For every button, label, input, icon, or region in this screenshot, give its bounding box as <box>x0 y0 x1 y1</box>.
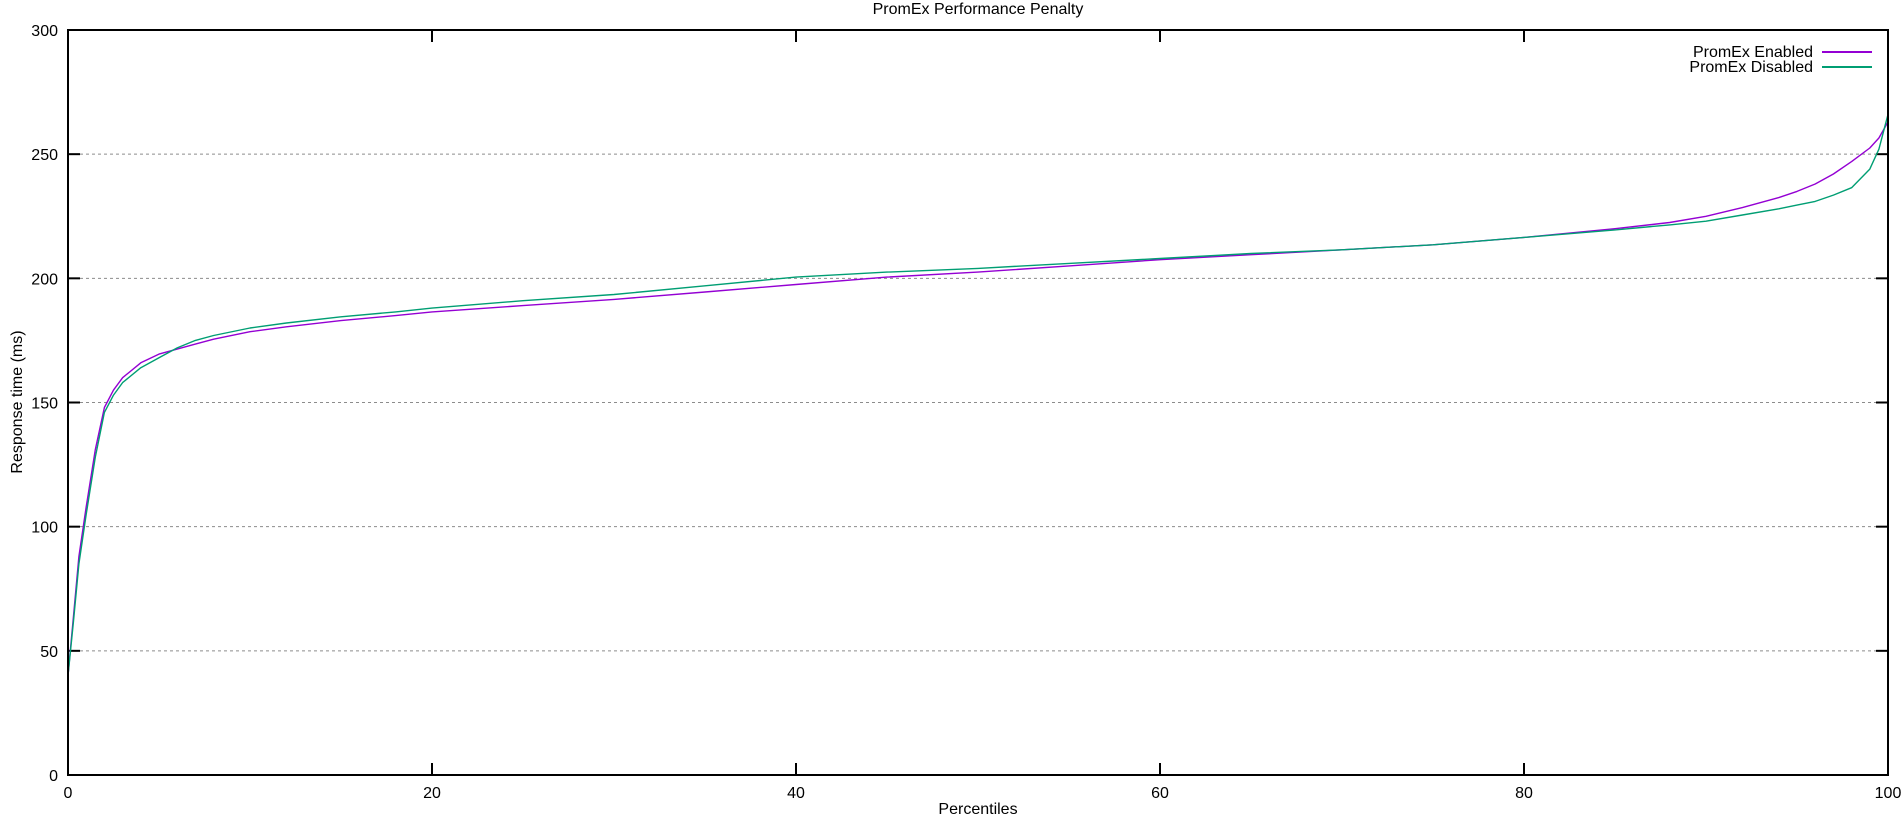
x-tick-label: 80 <box>1515 785 1533 802</box>
y-tick-label: 250 <box>31 147 58 164</box>
legend: PromEx Enabled PromEx Disabled <box>1689 44 1872 76</box>
x-tick-label: 0 <box>64 785 73 802</box>
y-axis-label: Response time (ms) <box>9 330 26 473</box>
y-tick-label: 150 <box>31 396 58 413</box>
legend-label-promex-disabled: PromEx Disabled <box>1689 59 1813 76</box>
y-tick-label: 0 <box>49 768 58 785</box>
y-tick-label: 300 <box>31 23 58 40</box>
x-tick-label: 60 <box>1151 785 1169 802</box>
x-axis-label: Percentiles <box>938 801 1017 818</box>
series-line-promex-disabled <box>67 113 1889 677</box>
legend-label-promex-enabled: PromEx Enabled <box>1693 44 1813 61</box>
series-line-promex-enabled <box>67 121 1889 677</box>
chart-title: PromEx Performance Penalty <box>873 1 1084 18</box>
tick-labels: 0 20 40 60 80 100 0 50 100 150 200 250 300 <box>31 23 1901 802</box>
y-tick-label: 50 <box>40 644 58 661</box>
y-tick-label: 200 <box>31 271 58 288</box>
x-tick-label: 20 <box>423 785 441 802</box>
x-tick-label: 100 <box>1875 785 1902 802</box>
plot-border <box>67 29 1889 776</box>
series-lines <box>67 113 1889 677</box>
y-tick-label: 100 <box>31 520 58 537</box>
x-tick-label: 40 <box>787 785 805 802</box>
